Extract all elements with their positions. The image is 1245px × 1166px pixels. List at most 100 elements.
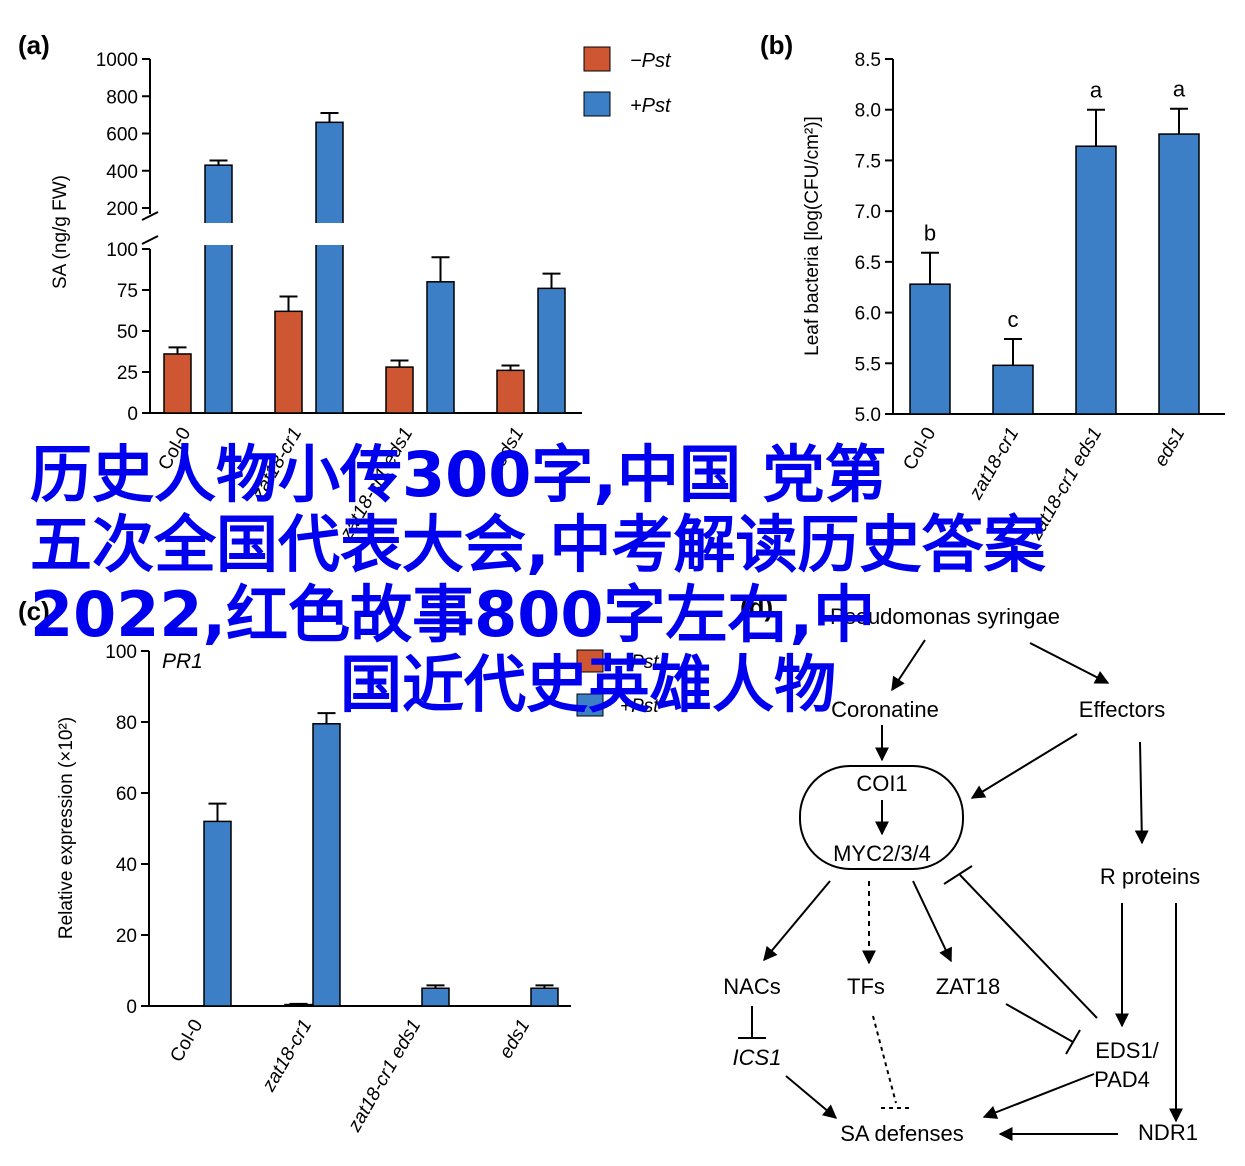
panel-b-bars: b c a a bbox=[909, 77, 1200, 415]
node-coi1: COI1 bbox=[856, 771, 907, 796]
bar bbox=[537, 287, 566, 414]
ytick-label: 400 bbox=[106, 162, 138, 183]
panel-a-legend: −Pst +Pst bbox=[583, 46, 672, 117]
significance-letter: a bbox=[1173, 77, 1186, 102]
inhibit-eds1-myc bbox=[959, 874, 1098, 1019]
arrow-pst-coronatine bbox=[891, 639, 926, 692]
bar bbox=[163, 353, 192, 414]
ytick-label: 600 bbox=[106, 125, 138, 146]
bar bbox=[204, 164, 233, 414]
ytick-label: 6.5 bbox=[855, 253, 881, 274]
panel-c-bars bbox=[203, 712, 559, 1007]
legend-swatch-minus bbox=[583, 46, 611, 72]
legend-swatch-plus bbox=[583, 91, 611, 117]
ytick-label: 1000 bbox=[96, 50, 138, 71]
arrow-ics1-sadef bbox=[785, 1075, 838, 1119]
ytick-label: 200 bbox=[106, 199, 138, 220]
ytick-label: 50 bbox=[117, 322, 138, 343]
panel-a: (a) SA (ng/g FW) 0 25 50 75 100 200 400 600 800 1… bbox=[18, 30, 672, 544]
ytick-label: 5.5 bbox=[855, 354, 881, 375]
panel-a-label: (a) bbox=[18, 30, 50, 60]
inhibit-zat18-eds1 bbox=[1005, 1003, 1074, 1043]
panel-c-label: (c) bbox=[18, 596, 50, 626]
node-myc: MYC2/3/4 bbox=[833, 841, 931, 866]
node-zat18: ZAT18 bbox=[936, 974, 1000, 999]
ytick-label: 80 bbox=[116, 713, 137, 734]
node-pseudomonas: Pseudomonas syringae bbox=[830, 604, 1060, 629]
panel-d-label: (d) bbox=[740, 592, 773, 622]
xtick-label: zat18-cr1 bbox=[248, 424, 306, 504]
significance-letter: b bbox=[924, 221, 936, 246]
arrow-pst-effectors bbox=[1029, 642, 1110, 684]
bar bbox=[992, 364, 1034, 415]
legend-label-plus: +Pst bbox=[630, 95, 672, 117]
panel-a-bars bbox=[163, 112, 566, 414]
axis-break-mark bbox=[141, 235, 159, 245]
node-sa-defenses: SA defenses bbox=[840, 1121, 964, 1146]
bar bbox=[385, 366, 414, 414]
node-tfs: TFs bbox=[847, 974, 885, 999]
panel-c-title: PR1 bbox=[162, 650, 203, 673]
xtick-label: eds1 bbox=[1151, 424, 1190, 470]
xtick-label: Col-0 bbox=[899, 424, 940, 474]
ytick-label: 8.0 bbox=[855, 101, 881, 122]
arrow-effectors-coi1 bbox=[970, 733, 1078, 799]
xtick-label: zat18-cr1 bbox=[258, 1016, 316, 1096]
node-pad4: PAD4 bbox=[1094, 1067, 1150, 1092]
arrow-eds1-sadef bbox=[982, 1073, 1095, 1119]
bar bbox=[421, 987, 450, 1007]
ytick-label: 7.5 bbox=[855, 151, 881, 172]
xtick-label: zat18-cr1 eds1 bbox=[1025, 424, 1107, 544]
ytick-label: 6.0 bbox=[855, 304, 881, 325]
bar bbox=[274, 310, 303, 414]
panel-c-ylabel: Relative expression (×10²) bbox=[56, 717, 77, 939]
bar bbox=[312, 723, 341, 1007]
node-effectors: Effectors bbox=[1079, 697, 1165, 722]
panel-c-legend: −Pst +Pst bbox=[576, 649, 659, 717]
ytick-label: 0 bbox=[126, 997, 137, 1018]
arrow-effectors-rproteins bbox=[1134, 741, 1149, 845]
bar bbox=[530, 987, 559, 1007]
legend-c-swatch-minus bbox=[576, 649, 604, 673]
panel-a-axes: 0 25 50 75 100 200 400 600 800 1000 bbox=[96, 50, 582, 425]
significance-letter: c bbox=[1008, 307, 1019, 332]
panel-b-label: (b) bbox=[760, 30, 793, 60]
node-ics1: ICS1 bbox=[733, 1045, 782, 1070]
inhibit-tfs-sadef bbox=[872, 1015, 897, 1104]
axis-break-mark bbox=[141, 211, 159, 221]
xtick-label: Col-0 bbox=[166, 1016, 207, 1066]
ytick-label: 60 bbox=[116, 784, 137, 805]
axis-break-gap bbox=[314, 223, 345, 245]
legend-c-swatch-plus bbox=[576, 693, 604, 717]
legend-c-label-minus: −Pst bbox=[620, 652, 659, 673]
ytick-label: 800 bbox=[106, 87, 138, 108]
panel-c-axes: 0 20 40 60 80 100 bbox=[105, 642, 571, 1018]
legend-label-minus: −Pst bbox=[630, 50, 672, 72]
xtick-label: eds1 bbox=[496, 1016, 535, 1062]
bar bbox=[426, 281, 455, 414]
arrow-myc-nacs bbox=[763, 880, 831, 962]
xtick-label: zat18-cr1 eds1 bbox=[344, 1016, 426, 1136]
node-ndr1: NDR1 bbox=[1138, 1120, 1198, 1145]
coi1-myc-complex bbox=[799, 765, 964, 870]
ytick-label: 5.0 bbox=[855, 405, 881, 426]
ytick-label: 7.0 bbox=[855, 202, 881, 223]
ytick-label: 25 bbox=[117, 363, 138, 384]
bar bbox=[203, 820, 232, 1007]
ytick-label: 20 bbox=[116, 926, 137, 947]
ytick-label: 100 bbox=[105, 642, 137, 663]
xtick-label: zat18-cr1 eds1 bbox=[336, 424, 418, 544]
panel-d: (d) Pseudomonas syringae Coronatine Effe… bbox=[723, 592, 1200, 1146]
ytick-label: 100 bbox=[106, 240, 138, 261]
panel-a-xlabels: Col-0 zat18-cr1 zat18-cr1 eds1 eds1 bbox=[154, 424, 528, 544]
bar bbox=[496, 369, 525, 414]
panel-b: (b) Leaf bacteria [log(CFU/cm²)] 5.0 5.5 6… bbox=[760, 30, 1225, 544]
inhibit-bar-eds1 bbox=[1065, 1029, 1081, 1055]
significance-letter: a bbox=[1090, 78, 1103, 103]
legend-c-label-plus: +Pst bbox=[620, 696, 659, 717]
inhibit-bar-myc bbox=[943, 865, 973, 885]
ytick-label: 75 bbox=[117, 281, 138, 302]
bar bbox=[1075, 145, 1117, 415]
bar bbox=[315, 121, 344, 414]
